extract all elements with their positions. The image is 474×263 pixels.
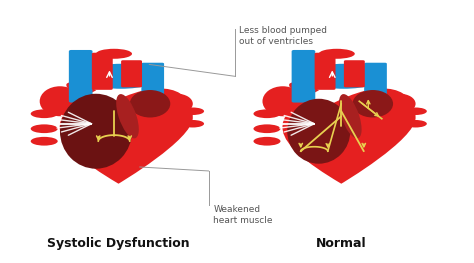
Ellipse shape: [404, 120, 427, 128]
Ellipse shape: [254, 124, 281, 133]
Ellipse shape: [384, 94, 416, 114]
FancyBboxPatch shape: [92, 53, 113, 90]
Text: Weakened
heart muscle: Weakened heart muscle: [213, 205, 273, 225]
Ellipse shape: [31, 137, 58, 146]
Ellipse shape: [182, 120, 204, 128]
FancyBboxPatch shape: [141, 63, 164, 95]
PathPatch shape: [60, 82, 193, 184]
FancyBboxPatch shape: [121, 60, 142, 87]
Ellipse shape: [40, 86, 80, 116]
Text: Normal: Normal: [316, 237, 366, 250]
Text: Less blood pumped
out of ventricles: Less blood pumped out of ventricles: [239, 26, 328, 46]
Ellipse shape: [353, 90, 393, 118]
Ellipse shape: [31, 124, 58, 133]
FancyBboxPatch shape: [344, 60, 365, 87]
Ellipse shape: [319, 49, 355, 59]
Ellipse shape: [263, 86, 303, 116]
Ellipse shape: [287, 99, 350, 164]
Ellipse shape: [303, 64, 384, 89]
Ellipse shape: [404, 108, 427, 115]
FancyBboxPatch shape: [69, 50, 92, 103]
Text: Systolic Dysfunction: Systolic Dysfunction: [47, 237, 190, 250]
Ellipse shape: [254, 137, 281, 146]
FancyBboxPatch shape: [364, 63, 387, 95]
PathPatch shape: [283, 82, 416, 184]
Ellipse shape: [60, 94, 132, 169]
Ellipse shape: [96, 49, 132, 59]
Ellipse shape: [182, 108, 204, 115]
Ellipse shape: [161, 94, 193, 114]
Ellipse shape: [254, 109, 281, 118]
Ellipse shape: [116, 94, 139, 138]
Ellipse shape: [31, 109, 58, 118]
Ellipse shape: [339, 94, 362, 138]
FancyBboxPatch shape: [292, 50, 315, 103]
Ellipse shape: [130, 90, 170, 118]
FancyBboxPatch shape: [315, 53, 336, 90]
Ellipse shape: [80, 64, 161, 89]
